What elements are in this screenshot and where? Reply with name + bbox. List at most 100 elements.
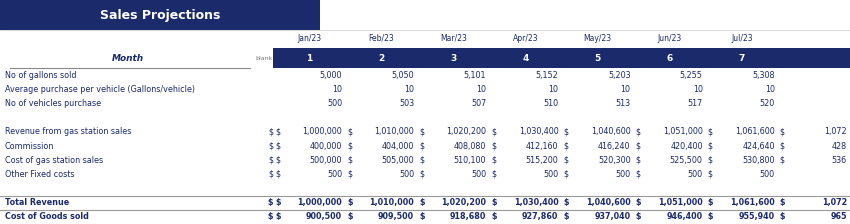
Text: Cost of gas station sales: Cost of gas station sales <box>5 156 103 165</box>
Text: $: $ <box>779 156 785 165</box>
Text: Feb/23: Feb/23 <box>368 34 394 43</box>
Text: $: $ <box>564 156 569 165</box>
Text: 510,100: 510,100 <box>454 156 486 165</box>
Text: $: $ <box>636 198 641 207</box>
Text: 530,800: 530,800 <box>742 156 775 165</box>
Text: 520: 520 <box>760 99 775 108</box>
Text: $: $ <box>491 198 497 207</box>
Text: $: $ <box>347 127 352 136</box>
Text: 3: 3 <box>450 54 456 62</box>
Text: $: $ <box>491 127 496 136</box>
Text: 1,010,000: 1,010,000 <box>370 198 414 207</box>
Text: 500: 500 <box>688 170 703 179</box>
Text: $: $ <box>564 212 569 221</box>
Text: 420,400: 420,400 <box>671 142 703 151</box>
Text: $: $ <box>275 156 280 165</box>
Text: Jan/23: Jan/23 <box>297 34 321 43</box>
Text: Jul/23: Jul/23 <box>731 34 752 43</box>
Text: 5,152: 5,152 <box>536 71 558 80</box>
Text: Month: Month <box>111 54 144 62</box>
Text: $: $ <box>708 127 713 136</box>
Text: 965: 965 <box>830 212 847 221</box>
Text: Total Revenue: Total Revenue <box>5 198 69 207</box>
Text: 1,000,000: 1,000,000 <box>303 127 342 136</box>
Text: 513: 513 <box>615 99 631 108</box>
Text: $: $ <box>491 156 496 165</box>
Text: 520,300: 520,300 <box>598 156 631 165</box>
Text: 400,000: 400,000 <box>309 142 342 151</box>
Text: 937,040: 937,040 <box>594 212 631 221</box>
Text: $: $ <box>419 156 424 165</box>
Text: 500: 500 <box>543 170 558 179</box>
Text: 5,101: 5,101 <box>464 71 486 80</box>
Text: $: $ <box>347 156 352 165</box>
Text: $: $ <box>779 127 785 136</box>
Text: $: $ <box>708 156 713 165</box>
Text: $: $ <box>347 170 352 179</box>
Text: 1,040,600: 1,040,600 <box>591 127 631 136</box>
Text: 500: 500 <box>471 170 486 179</box>
Text: $: $ <box>268 142 273 151</box>
Text: 5,255: 5,255 <box>680 71 703 80</box>
Text: 900,500: 900,500 <box>306 212 342 221</box>
Text: 5,203: 5,203 <box>608 71 631 80</box>
Text: 10: 10 <box>693 85 703 94</box>
Text: 500: 500 <box>400 170 414 179</box>
Text: 1,051,000: 1,051,000 <box>663 127 703 136</box>
Text: $: $ <box>779 198 785 207</box>
Text: 404,000: 404,000 <box>382 142 414 151</box>
Text: 909,500: 909,500 <box>378 212 414 221</box>
Text: 10: 10 <box>548 85 558 94</box>
Text: $: $ <box>268 127 273 136</box>
Text: 1,030,400: 1,030,400 <box>518 127 558 136</box>
Text: Mar/23: Mar/23 <box>439 34 467 43</box>
Text: $: $ <box>491 170 496 179</box>
Text: 5,050: 5,050 <box>392 71 414 80</box>
Text: $: $ <box>275 198 281 207</box>
Text: $: $ <box>419 170 424 179</box>
Text: $: $ <box>708 142 713 151</box>
Text: 503: 503 <box>400 99 414 108</box>
Text: $: $ <box>779 212 785 221</box>
Text: $: $ <box>564 198 569 207</box>
Text: $: $ <box>419 198 425 207</box>
Text: $: $ <box>275 212 281 221</box>
Text: 4: 4 <box>522 54 529 62</box>
Text: 1,061,600: 1,061,600 <box>735 127 775 136</box>
Text: $: $ <box>564 127 569 136</box>
Text: $: $ <box>779 142 785 151</box>
Text: 500: 500 <box>615 170 631 179</box>
Text: 1,000,000: 1,000,000 <box>298 198 342 207</box>
Text: 927,860: 927,860 <box>522 212 558 221</box>
Text: 946,400: 946,400 <box>666 212 703 221</box>
Bar <box>273 48 850 68</box>
Text: 10: 10 <box>620 85 631 94</box>
Bar <box>0 0 320 30</box>
Text: 517: 517 <box>688 99 703 108</box>
Text: $: $ <box>419 142 424 151</box>
Text: Cost of Goods sold: Cost of Goods sold <box>5 212 89 221</box>
Text: 416,240: 416,240 <box>598 142 631 151</box>
Text: No of gallons sold: No of gallons sold <box>5 71 76 80</box>
Text: 1,020,200: 1,020,200 <box>441 198 486 207</box>
Text: Revenue from gas station sales: Revenue from gas station sales <box>5 127 132 136</box>
Text: $: $ <box>708 198 713 207</box>
Text: 5,000: 5,000 <box>320 71 342 80</box>
Text: Average purchase per vehicle (Gallons/vehicle): Average purchase per vehicle (Gallons/ve… <box>5 85 195 94</box>
Text: 505,000: 505,000 <box>382 156 414 165</box>
Text: $: $ <box>636 142 641 151</box>
Text: 507: 507 <box>471 99 486 108</box>
Text: 10: 10 <box>405 85 414 94</box>
Text: $: $ <box>636 156 641 165</box>
Text: blank: blank <box>255 56 273 60</box>
Text: $: $ <box>419 127 424 136</box>
Text: $: $ <box>347 142 352 151</box>
Text: 536: 536 <box>832 156 847 165</box>
Text: $: $ <box>268 198 273 207</box>
Text: 5,308: 5,308 <box>752 71 775 80</box>
Text: 500: 500 <box>327 99 342 108</box>
Text: 500,000: 500,000 <box>309 156 342 165</box>
Text: Sales Projections: Sales Projections <box>99 9 220 22</box>
Text: 1,010,000: 1,010,000 <box>375 127 414 136</box>
Text: 5: 5 <box>594 54 601 62</box>
